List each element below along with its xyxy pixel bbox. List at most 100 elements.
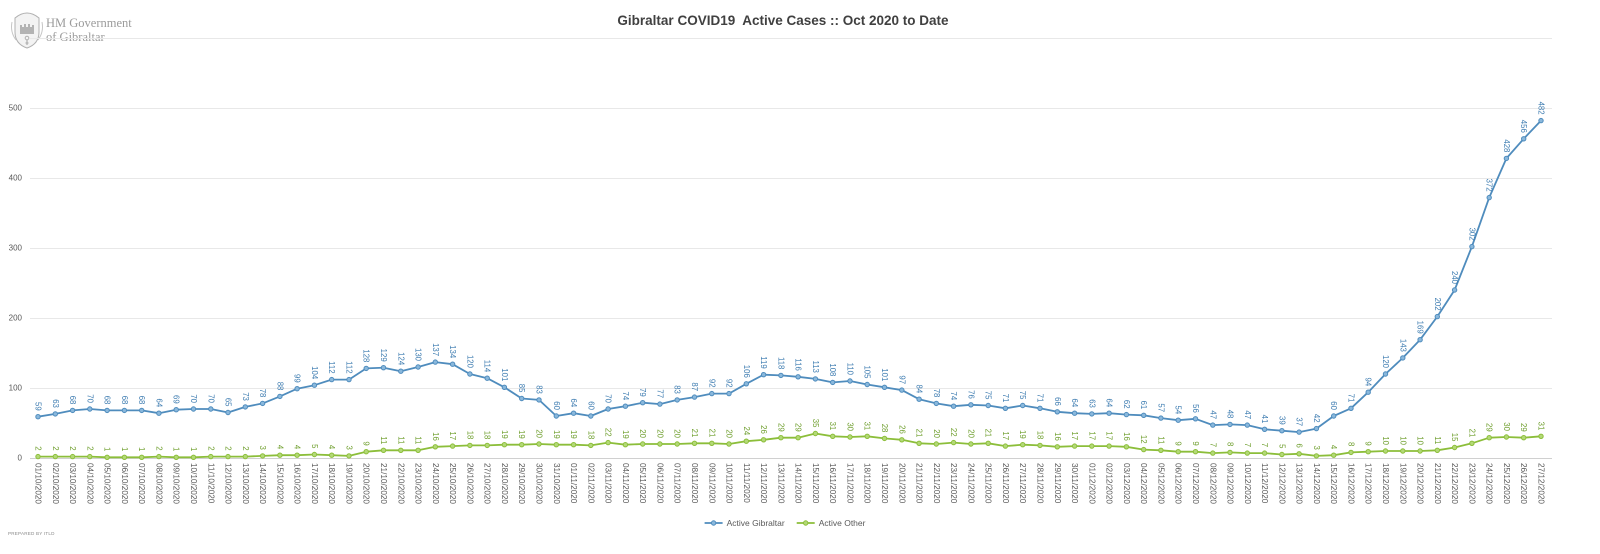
data-label: 428 [1502, 139, 1511, 152]
data-label: 7 [1243, 443, 1252, 447]
data-label: 9 [1174, 441, 1183, 445]
data-label: 104 [310, 366, 319, 380]
data-point [35, 453, 41, 460]
data-point [1451, 444, 1458, 451]
data-label: 31 [828, 422, 837, 431]
data-label: 129 [379, 349, 388, 362]
x-tick-label: 06/10/2020 [120, 463, 129, 504]
data-label: 57 [1156, 403, 1165, 412]
data-point [778, 372, 784, 379]
data-point [208, 453, 214, 460]
x-tick-label: 13/12/2020 [1295, 463, 1304, 504]
data-label: 70 [189, 394, 198, 403]
data-point [1123, 444, 1130, 450]
x-tick-label: 16/11/2020 [828, 463, 837, 504]
data-point [1071, 443, 1078, 449]
data-label: 137 [431, 343, 440, 356]
data-point [484, 442, 490, 449]
data-point [277, 452, 283, 458]
x-tick-label: 18/12/2020 [1381, 463, 1390, 504]
data-label: 39 [1277, 416, 1286, 425]
y-tick-label: 500 [9, 104, 23, 113]
data-point [1521, 136, 1527, 142]
data-label: 10 [1381, 436, 1390, 445]
data-point [622, 403, 629, 409]
data-label: 10 [1398, 436, 1407, 445]
data-point [1244, 450, 1251, 456]
data-point [1089, 443, 1095, 449]
data-label: 16 [1053, 432, 1062, 441]
data-label: 76 [966, 390, 975, 399]
data-point [1503, 155, 1510, 162]
data-label: 2 [34, 446, 43, 450]
data-point [1313, 453, 1320, 459]
data-point [1002, 443, 1009, 449]
x-tick-label: 07/11/2020 [673, 463, 682, 504]
x-tick-label: 13/10/2020 [241, 463, 250, 504]
x-tick-label: 24/12/2020 [1485, 463, 1494, 504]
data-label: 8 [1347, 442, 1356, 446]
data-point [968, 441, 974, 447]
legend-item-active-gibraltar: Active Gibraltar [704, 518, 785, 528]
data-point [156, 410, 162, 416]
chart-title: Gibraltar COVID19 Active Cases :: Oct 20… [617, 13, 949, 28]
logo: HM Government of Gibraltar [11, 12, 132, 49]
data-point [311, 451, 318, 458]
data-label: 128 [362, 349, 371, 362]
data-label: 120 [465, 355, 474, 369]
data-label: 134 [448, 345, 457, 359]
data-point [1348, 405, 1354, 411]
data-label: 21 [915, 429, 924, 438]
data-point [380, 365, 387, 371]
x-tick-label: 03/11/2020 [604, 463, 613, 504]
x-tick-label: 27/12/2020 [1537, 463, 1546, 504]
data-label: 5 [310, 444, 319, 449]
data-point [1469, 440, 1475, 446]
x-tick-label: 07/12/2020 [1191, 463, 1200, 504]
data-point [1417, 448, 1423, 454]
data-label: 79 [638, 388, 647, 397]
data-point [795, 374, 801, 380]
data-label: 110 [846, 363, 855, 376]
data-label: 2 [85, 446, 94, 450]
legend-marker [803, 520, 809, 526]
x-tick-label: 12/12/2020 [1277, 463, 1286, 504]
data-label: 20 [673, 429, 682, 438]
x-tick-label: 27/10/2020 [483, 463, 492, 504]
data-label: 17 [1070, 431, 1079, 440]
legend-label: Active Gibraltar [727, 518, 785, 528]
x-tick-label: 22/12/2020 [1450, 463, 1459, 504]
data-point [605, 406, 611, 412]
data-point [1313, 425, 1320, 432]
data-point [519, 395, 525, 402]
data-point [277, 393, 283, 400]
data-point [916, 396, 922, 402]
x-tick-label: 27/11/2020 [1018, 463, 1027, 504]
x-tick-label: 05/10/2020 [103, 463, 112, 504]
data-point [1365, 449, 1371, 455]
data-point [570, 442, 577, 448]
data-point [1469, 243, 1475, 250]
data-label: 41 [1260, 415, 1269, 424]
x-tick-label: 12/11/2020 [759, 463, 768, 504]
data-point [1279, 428, 1285, 434]
data-label: 2 [51, 446, 60, 450]
data-label: 2 [154, 446, 163, 450]
data-point [259, 400, 266, 407]
logo-line-2: of Gibraltar [46, 30, 105, 44]
data-label: 65 [224, 398, 233, 407]
x-tick-label: 03/12/2020 [1122, 463, 1131, 504]
data-label: 37 [1295, 417, 1304, 426]
data-point [1175, 449, 1181, 455]
x-tick-label: 21/12/2020 [1433, 463, 1442, 504]
data-label: 60 [586, 401, 595, 410]
data-point [726, 441, 732, 447]
data-point [1227, 449, 1233, 456]
x-tick-label: 08/10/2020 [154, 463, 163, 504]
x-tick-label: 01/10/2020 [34, 463, 43, 504]
x-tick-label: 04/12/2020 [1139, 463, 1148, 504]
x-tick-label: 01/12/2020 [1087, 463, 1096, 504]
data-label: 63 [1087, 399, 1096, 408]
